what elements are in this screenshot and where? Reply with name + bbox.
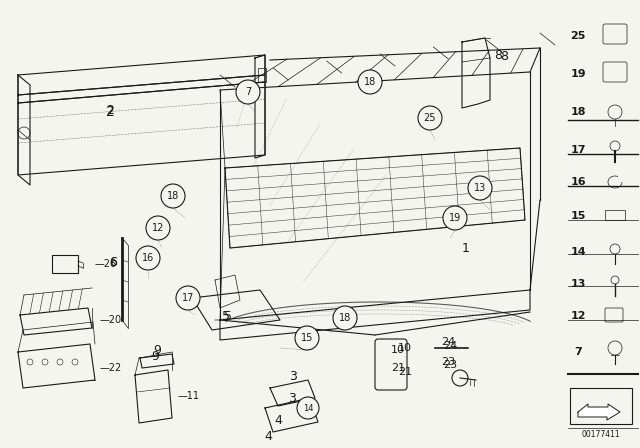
Polygon shape <box>578 404 620 420</box>
Text: 12: 12 <box>570 311 586 321</box>
Circle shape <box>161 184 185 208</box>
Text: —20: —20 <box>100 315 122 325</box>
Text: 18: 18 <box>167 191 179 201</box>
Text: 25: 25 <box>424 113 436 123</box>
Text: 5: 5 <box>222 310 230 323</box>
Text: 5: 5 <box>224 310 232 323</box>
Text: 12: 12 <box>152 223 164 233</box>
Text: 25: 25 <box>570 31 586 41</box>
Circle shape <box>176 286 200 310</box>
Text: 19: 19 <box>570 69 586 79</box>
Text: 00177411: 00177411 <box>582 430 620 439</box>
Circle shape <box>418 106 442 130</box>
Text: 17: 17 <box>182 293 194 303</box>
Text: 2: 2 <box>106 103 114 116</box>
Text: 24: 24 <box>441 337 455 347</box>
Text: —11: —11 <box>178 391 200 401</box>
Text: 15: 15 <box>301 333 313 343</box>
Text: 8: 8 <box>494 48 502 61</box>
Text: 10: 10 <box>398 343 412 353</box>
Text: —26: —26 <box>95 259 117 269</box>
Text: 6: 6 <box>109 255 117 268</box>
Text: 13: 13 <box>474 183 486 193</box>
Text: 24: 24 <box>443 341 457 351</box>
Text: 19: 19 <box>449 213 461 223</box>
Text: 10: 10 <box>391 345 405 355</box>
Circle shape <box>358 70 382 94</box>
Text: 18: 18 <box>570 107 586 117</box>
Text: 13: 13 <box>570 279 586 289</box>
Circle shape <box>295 326 319 350</box>
Text: —22: —22 <box>100 363 122 373</box>
Text: 23: 23 <box>443 360 457 370</box>
Text: 9: 9 <box>153 344 161 357</box>
Text: 8: 8 <box>500 49 508 63</box>
Circle shape <box>236 80 260 104</box>
Text: 2: 2 <box>106 105 115 119</box>
Text: 3: 3 <box>289 370 297 383</box>
Text: 14: 14 <box>303 404 313 413</box>
Text: 7: 7 <box>245 87 251 97</box>
Text: 4: 4 <box>264 430 272 443</box>
Text: 4: 4 <box>274 414 282 426</box>
Text: 15: 15 <box>570 211 586 221</box>
Text: 21: 21 <box>398 367 412 377</box>
Text: 14: 14 <box>570 247 586 257</box>
Text: 18: 18 <box>339 313 351 323</box>
Text: 7: 7 <box>574 347 582 357</box>
Text: 9: 9 <box>151 349 159 362</box>
Circle shape <box>146 216 170 240</box>
Circle shape <box>443 206 467 230</box>
Circle shape <box>333 306 357 330</box>
Circle shape <box>297 397 319 419</box>
Text: 1: 1 <box>462 241 470 254</box>
Text: 21: 21 <box>391 363 405 373</box>
Text: 18: 18 <box>364 77 376 87</box>
Text: 16: 16 <box>142 253 154 263</box>
Circle shape <box>468 176 492 200</box>
Text: 23: 23 <box>441 357 455 367</box>
Text: 6: 6 <box>109 255 117 268</box>
Text: 3: 3 <box>288 392 296 405</box>
Circle shape <box>136 246 160 270</box>
Text: 17: 17 <box>570 145 586 155</box>
Text: 16: 16 <box>570 177 586 187</box>
